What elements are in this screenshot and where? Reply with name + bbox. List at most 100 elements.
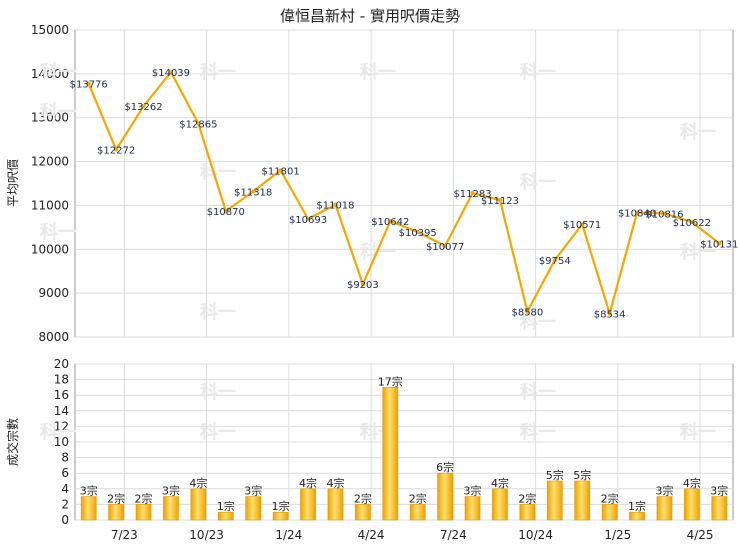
price-point — [86, 81, 91, 86]
count-bar — [80, 496, 97, 521]
count-bar — [437, 472, 453, 521]
x-tick-label: 1/25 — [604, 528, 631, 542]
count-bar-label: 3宗 — [655, 484, 673, 498]
price-point-label: $10395 — [399, 228, 437, 239]
count-bar — [409, 504, 426, 521]
price-point — [141, 104, 146, 109]
price-point-label: $11283 — [453, 189, 491, 200]
watermark-text: 科一 — [40, 101, 76, 123]
count-bar-label: 3宗 — [464, 484, 482, 498]
line-y-tick-label: 10000 — [31, 242, 69, 256]
count-bar-label: 5宗 — [546, 468, 564, 482]
price-point-label: $10077 — [426, 242, 464, 253]
count-bar-label: 2宗 — [601, 491, 619, 505]
count-bar-label: 3宗 — [80, 484, 98, 498]
count-bar-label: 1宗 — [628, 499, 646, 513]
x-tick-label: 1/24 — [275, 528, 302, 542]
price-point-label: $9754 — [539, 256, 571, 267]
watermark-text: 科一 — [520, 421, 556, 443]
count-bar-label: 4宗 — [189, 476, 207, 490]
price-point — [388, 219, 393, 224]
bar-y-tick-label: 4 — [61, 482, 69, 496]
count-bar-label: 2宗 — [354, 491, 372, 505]
watermark-text: 科一 — [520, 61, 556, 83]
watermark-text: 科一 — [680, 421, 716, 443]
watermark-text: 科一 — [40, 61, 76, 83]
price-line-chart: 8000 9000 10000 11000 12000 13000 14000 15000 科一… — [31, 23, 739, 344]
price-point — [717, 241, 722, 246]
line-y-tick-label: 12000 — [31, 155, 69, 169]
price-point — [415, 229, 420, 234]
price-point — [443, 243, 448, 248]
price-point-label: $8580 — [511, 308, 543, 319]
line-y-tick-label: 14000 — [31, 67, 69, 81]
count-bar-label: 3宗 — [710, 484, 728, 498]
watermark-text: 科一 — [200, 161, 236, 183]
price-point-label: $8534 — [594, 310, 626, 321]
price-point — [168, 70, 173, 75]
count-bar — [464, 496, 481, 521]
price-point — [497, 198, 502, 203]
price-point-label: $10571 — [563, 220, 601, 231]
count-bar — [684, 488, 700, 521]
price-point — [552, 258, 557, 263]
x-tick-label: 10/23 — [189, 528, 224, 542]
count-bar — [300, 488, 316, 521]
count-bar-label: 2宗 — [518, 491, 536, 505]
count-bar — [546, 480, 563, 521]
line-y-tick-label: 8000 — [38, 330, 69, 344]
count-bar — [190, 488, 207, 521]
watermark-text: 科一 — [40, 221, 76, 243]
x-tick-label: 10/24 — [518, 528, 553, 542]
bar-y-tick-label: 16 — [54, 388, 69, 402]
count-bar-label: 6宗 — [436, 460, 454, 474]
count-bar — [601, 504, 618, 521]
count-bar — [355, 504, 371, 521]
price-point-label: $10693 — [289, 215, 327, 226]
watermark-text: 科一 — [200, 381, 236, 403]
count-y-axis-label: 成交宗數 — [5, 418, 20, 466]
count-bar — [135, 504, 152, 521]
price-point-label: $12272 — [97, 146, 135, 157]
x-tick-label: 4/24 — [358, 528, 385, 542]
price-point — [689, 220, 694, 225]
count-bar — [327, 488, 344, 521]
count-bar — [163, 496, 179, 521]
price-point-label: $11318 — [234, 187, 272, 198]
count-bar — [382, 387, 399, 521]
price-point-label: $14039 — [152, 68, 190, 79]
count-bar-label: 3宗 — [244, 484, 262, 498]
count-bar — [629, 511, 645, 521]
line-plot-frame — [74, 29, 734, 338]
bar-y-tick-label: 8 — [61, 451, 69, 465]
price-point — [223, 209, 228, 214]
bar-y-tick-label: 0 — [61, 513, 69, 527]
bar-y-tick-label: 12 — [54, 419, 69, 433]
price-point-label: $13262 — [124, 102, 162, 113]
price-point — [333, 202, 338, 207]
price-point — [662, 211, 667, 216]
x-tick-label: 7/23 — [111, 528, 138, 542]
watermark-text: 科一 — [200, 61, 236, 83]
price-point — [580, 222, 585, 227]
count-bar — [272, 511, 289, 521]
line-y-tick-label: 9000 — [38, 286, 69, 300]
count-bar-label: 17宗 — [378, 374, 403, 388]
line-y-tick-label: 11000 — [31, 198, 69, 212]
price-point-label: $11801 — [262, 166, 300, 177]
bar-y-tick-label: 10 — [54, 435, 69, 449]
x-tick-label: 7/24 — [440, 528, 467, 542]
count-bar — [108, 504, 124, 521]
price-point — [196, 121, 201, 126]
watermark-text: 科一 — [680, 121, 716, 143]
watermark-text: 科一 — [520, 381, 556, 403]
count-bar-label: 4宗 — [683, 476, 701, 490]
price-point-label: $9203 — [347, 280, 379, 291]
watermark-text: 科一 — [200, 301, 236, 323]
count-bar-label: 5宗 — [573, 468, 591, 482]
price-point-label: $12865 — [179, 120, 217, 131]
price-series-line — [87, 71, 720, 315]
price-point-label: $10816 — [645, 209, 683, 220]
count-bar — [492, 488, 508, 521]
